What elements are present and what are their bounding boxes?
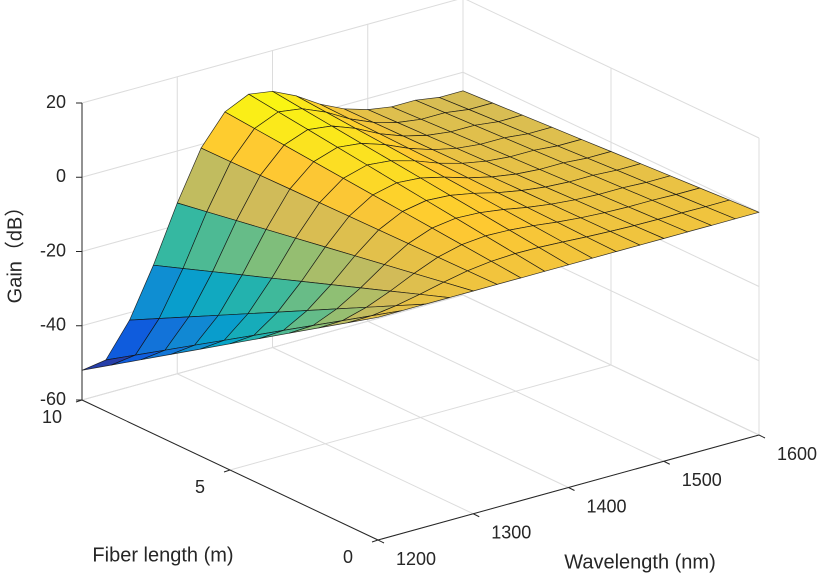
x-tick-label: 1400 [586,496,626,516]
z-tick-label: -20 [40,240,66,260]
y-tick-label: 0 [343,547,353,567]
x-tick-mark [758,434,766,439]
y-tick-label: 10 [42,407,62,427]
x-tick-mark [568,487,575,491]
y-tick-mark [371,539,379,543]
y-tick-mark [223,469,231,473]
grid-line [81,294,464,401]
grid-line [466,0,760,139]
x-tick-mark [377,539,385,544]
x-axis-label: Wavelength (nm) [564,551,716,573]
labels: Gain（dB） Fiber length (m) Wavelength (nm… [3,92,817,574]
z-tick-label: 20 [46,92,66,112]
x-tick-label: 1600 [777,444,817,464]
z-axis-label: Gain（dB） [3,197,26,304]
grid-line [229,364,612,471]
z-tick-label: 0 [56,166,66,186]
grid-line [462,294,760,436]
axes [75,102,766,544]
grid-line [81,0,458,104]
z-tick-label: -60 [40,389,66,409]
y-tick-label: 5 [195,477,205,497]
z-tick-label: -40 [40,315,66,335]
y-axis-label: Fiber length (m) [92,544,233,566]
surface-cell [348,310,403,323]
x-tick-mark [663,460,670,465]
grid-line [462,71,760,213]
surface [81,90,760,371]
x-tick-label: 1200 [396,549,436,569]
x-tick-label: 1500 [682,470,722,490]
x-tick-label: 1300 [491,523,531,543]
x-tick-mark [473,513,480,518]
